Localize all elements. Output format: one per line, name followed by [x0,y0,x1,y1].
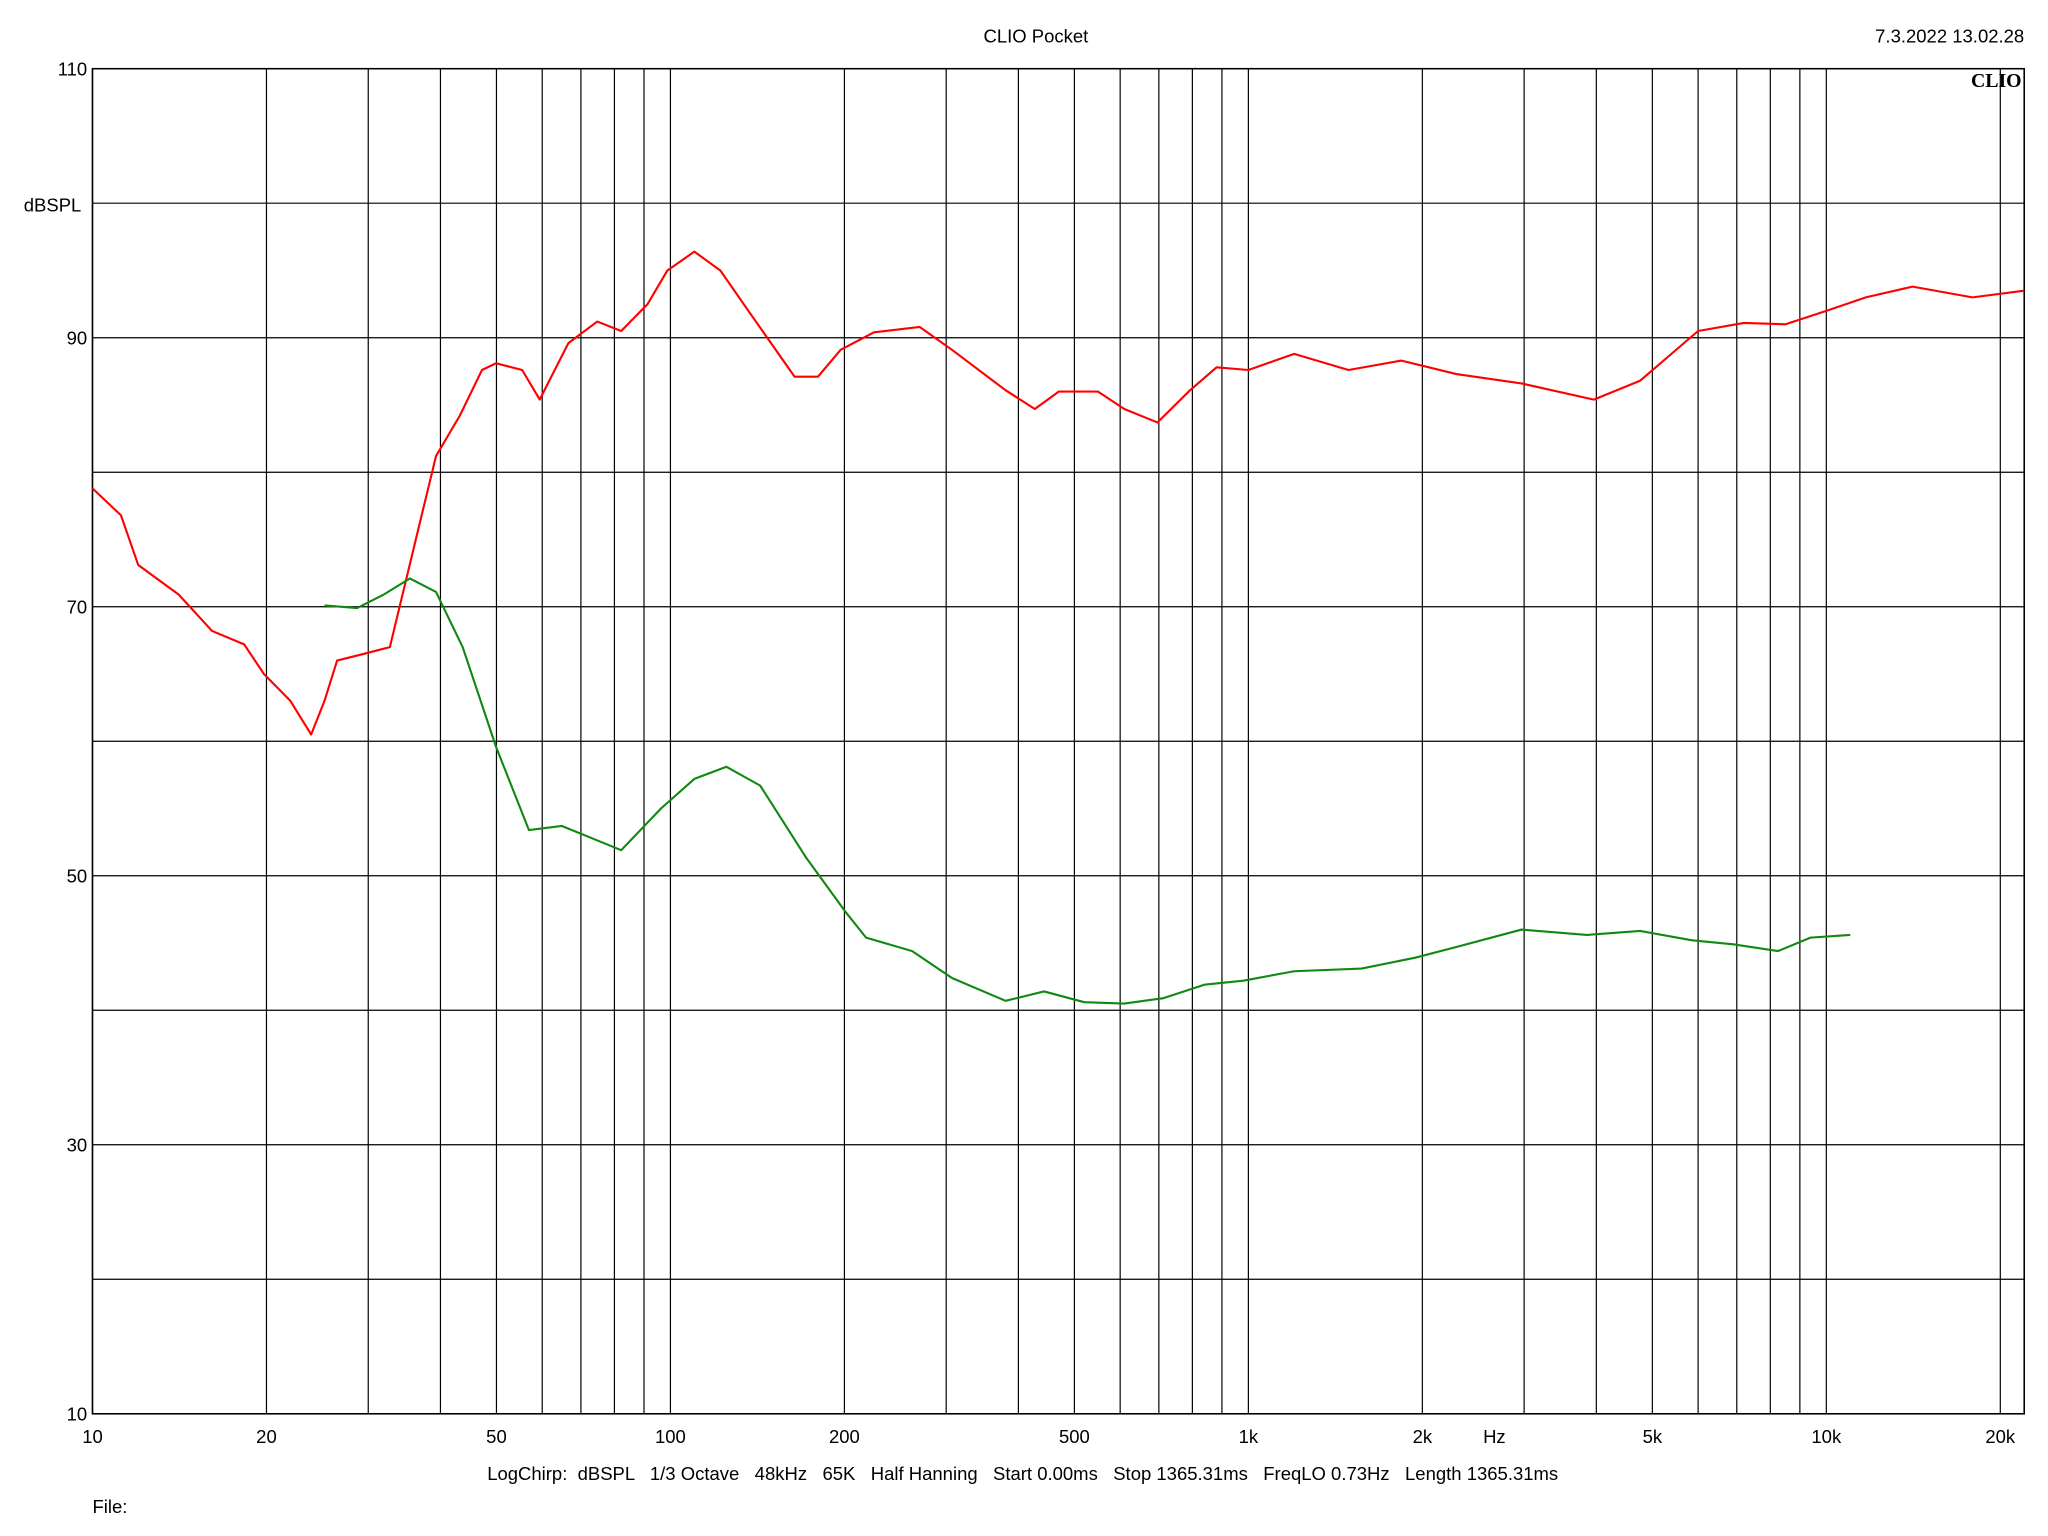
file-label: File: [92,1496,127,1517]
x-tick-label: 20k [1985,1426,2016,1447]
x-tick-label: 200 [829,1426,860,1447]
x-tick-label: 500 [1059,1426,1090,1447]
series-line [91,250,2025,736]
y-tick-label: 90 [67,327,88,348]
x-tick-label: 50 [486,1426,507,1447]
y-tick-label: 50 [67,865,88,886]
y-tick-label: 110 [58,58,87,79]
y-tick-label: 10 [67,1403,88,1424]
logo: CLIO [1971,70,2022,92]
series-line [324,577,1851,1005]
x-tick-label: 10k [1811,1426,1842,1447]
y-tick-label: 30 [67,1134,88,1155]
chart-title: CLIO Pocket [983,25,1088,46]
x-axis-label: Hz [1483,1426,1506,1447]
y-axis-label: dBSPL [24,194,82,215]
x-tick-label: 2k [1413,1426,1433,1447]
x-tick-label: 100 [655,1426,686,1447]
x-tick-label: 5k [1643,1426,1663,1447]
date: 7.3.2022 13.02.28 [1875,25,2024,46]
x-tick-label: 20 [256,1426,277,1447]
x-tick-label: 1k [1239,1426,1259,1447]
footer: LogChirp: dBSPL 1/3 Octave 48kHz 65K Hal… [487,1463,1558,1484]
x-tick-label: 10 [82,1426,103,1447]
y-tick-label: 70 [67,596,88,617]
